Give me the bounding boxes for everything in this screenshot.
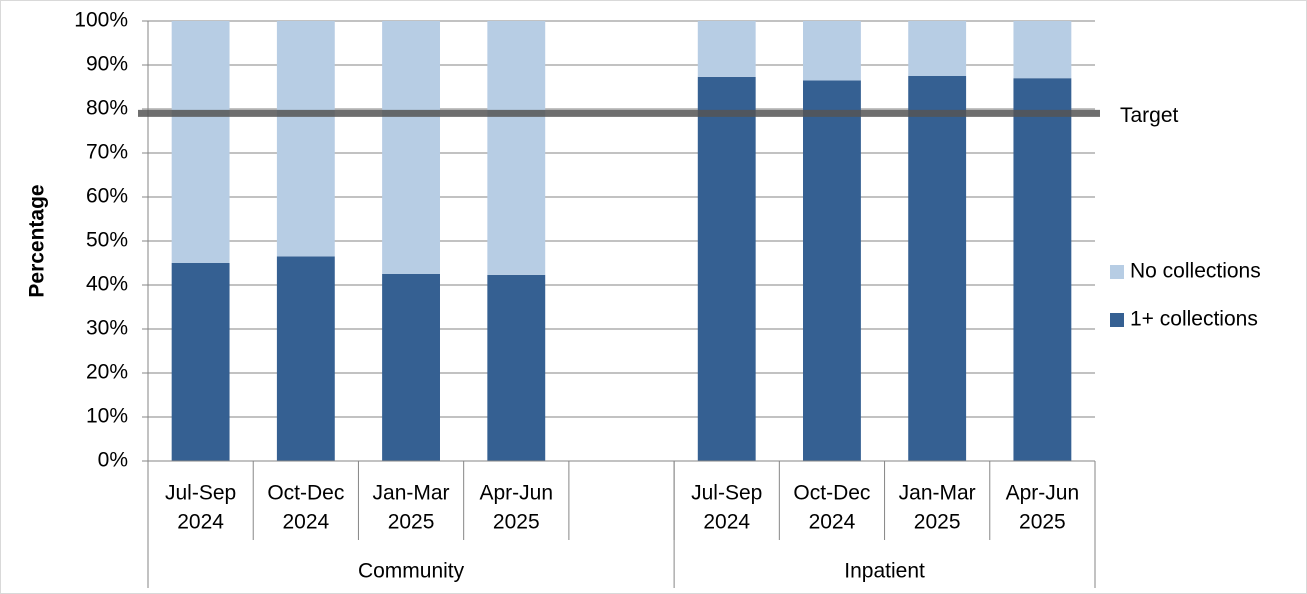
bar-segment bbox=[1013, 78, 1072, 461]
x-tick-label: Oct-Dec bbox=[793, 482, 870, 505]
x-tick-label: Apr-Jun bbox=[1006, 482, 1080, 505]
x-tick-label: Apr-Jun bbox=[480, 482, 554, 505]
bar-segment bbox=[382, 21, 440, 274]
y-tick-label: 100% bbox=[74, 9, 128, 32]
y-tick-label: 60% bbox=[86, 185, 128, 208]
y-axis-title: Percentage bbox=[26, 184, 49, 297]
x-tick-label: Jan-Mar bbox=[899, 482, 976, 505]
group-label: Community bbox=[358, 560, 465, 583]
x-tick-label: Jul-Sep bbox=[691, 482, 762, 505]
y-tick-label: 80% bbox=[86, 97, 128, 120]
bar-segment bbox=[487, 21, 546, 275]
x-tick-label: 2025 bbox=[1019, 511, 1066, 534]
y-tick-label: 30% bbox=[86, 317, 128, 340]
x-tick-label: 2024 bbox=[177, 511, 224, 534]
y-tick-label: 10% bbox=[86, 405, 128, 428]
bar-segment bbox=[908, 76, 967, 461]
x-tick-label: Jan-Mar bbox=[373, 482, 450, 505]
x-tick-label: 2024 bbox=[282, 511, 329, 534]
bar-segment bbox=[276, 21, 335, 257]
y-tick-label: 90% bbox=[86, 53, 128, 76]
x-tick-label: 2025 bbox=[493, 511, 540, 534]
y-tick-label: 0% bbox=[98, 449, 128, 472]
bar-segment bbox=[276, 256, 335, 461]
bar-segment bbox=[171, 21, 230, 263]
x-tick-label: 2025 bbox=[388, 511, 435, 534]
x-tick-label: 2024 bbox=[703, 511, 750, 534]
bar-segment bbox=[487, 274, 546, 461]
x-tick-label: 2024 bbox=[809, 511, 856, 534]
bar-segment bbox=[382, 274, 440, 461]
y-tick-label: 40% bbox=[86, 273, 128, 296]
bar-segment bbox=[803, 80, 861, 462]
y-tick-label: 70% bbox=[86, 141, 128, 164]
bar-segment bbox=[1013, 21, 1072, 79]
bar-segment bbox=[908, 21, 967, 76]
legend-swatch bbox=[1110, 265, 1124, 279]
x-tick-label: 2025 bbox=[914, 511, 961, 534]
bar-segment bbox=[803, 21, 861, 81]
legend-label: 1+ collections bbox=[1130, 308, 1258, 331]
bar-segment bbox=[171, 263, 230, 461]
bar-segment bbox=[697, 21, 756, 77]
x-tick-label: Jul-Sep bbox=[165, 482, 236, 505]
group-label: Inpatient bbox=[844, 560, 925, 583]
bar-segment bbox=[697, 76, 756, 461]
y-tick-label: 50% bbox=[86, 229, 128, 252]
legend-swatch bbox=[1110, 313, 1124, 327]
legend-label: No collections bbox=[1130, 260, 1261, 283]
y-tick-label: 20% bbox=[86, 361, 128, 384]
x-tick-label: Oct-Dec bbox=[267, 482, 344, 505]
target-label: Target bbox=[1120, 104, 1179, 127]
